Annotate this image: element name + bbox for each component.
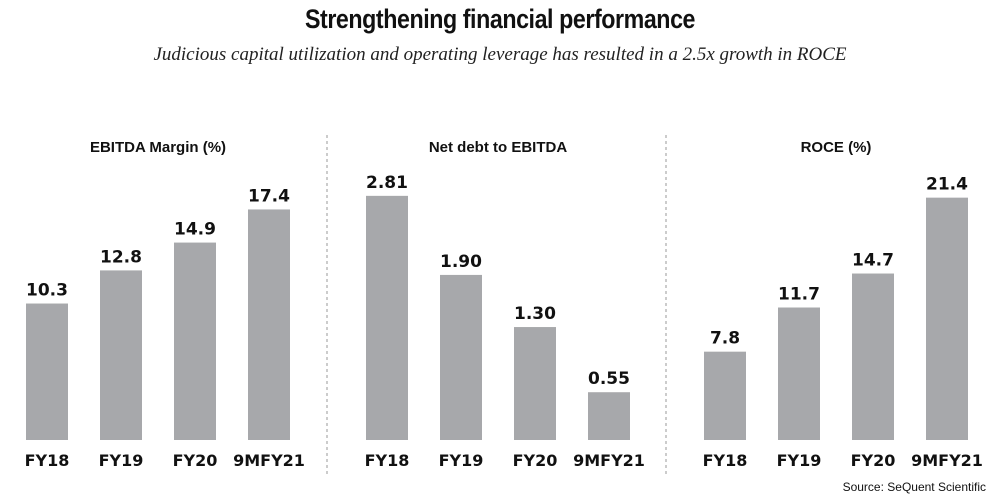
chart-panels: EBITDA Margin (%) 10.3 FY18 12.8 FY19 14.9 FY2…	[25, 139, 983, 470]
bar	[174, 242, 216, 440]
data-label: 11.7	[778, 285, 820, 305]
data-label: 21.4	[926, 175, 968, 195]
data-label: 12.8	[100, 247, 142, 267]
data-label: 1.90	[440, 252, 482, 272]
source-note: Source: SeQuent Scientific	[842, 480, 986, 494]
chart-title: ROCE (%)	[801, 139, 872, 156]
data-label: 10.3	[26, 281, 68, 301]
tick-label: 9MFY21	[573, 451, 645, 470]
tick-label: FY19	[439, 451, 484, 470]
bar	[704, 351, 746, 440]
tick-label: FY18	[25, 451, 70, 470]
bar	[26, 303, 68, 440]
bar	[440, 274, 482, 440]
bar	[588, 392, 630, 440]
data-label: 0.55	[588, 369, 630, 389]
data-label: 7.8	[710, 329, 740, 349]
chart-title: Net debt to EBITDA	[429, 139, 567, 156]
tick-label: FY20	[851, 451, 896, 470]
bar	[366, 195, 408, 440]
tick-label: FY20	[173, 451, 218, 470]
data-label: 14.7	[852, 251, 894, 271]
bar	[926, 197, 968, 440]
tick-label: FY18	[365, 451, 410, 470]
page-subtitle: Judicious capital utilization and operat…	[153, 44, 847, 65]
data-label: 17.4	[248, 186, 290, 206]
tick-label: FY20	[513, 451, 558, 470]
data-label: 1.30	[514, 304, 556, 324]
tick-label: FY19	[99, 451, 144, 470]
tick-label: 9MFY21	[233, 451, 305, 470]
tick-label: FY18	[703, 451, 748, 470]
data-label: 2.81	[366, 173, 408, 193]
bar	[248, 209, 290, 440]
bar	[100, 270, 142, 440]
bar	[778, 307, 820, 440]
page-title: Strengthening financial performance	[304, 4, 696, 34]
chart-title: EBITDA Margin (%)	[90, 139, 226, 156]
tick-label: 9MFY21	[911, 451, 983, 470]
data-label: 14.9	[174, 220, 216, 240]
tick-label: FY19	[777, 451, 822, 470]
bar	[514, 327, 556, 440]
bar	[852, 273, 894, 440]
